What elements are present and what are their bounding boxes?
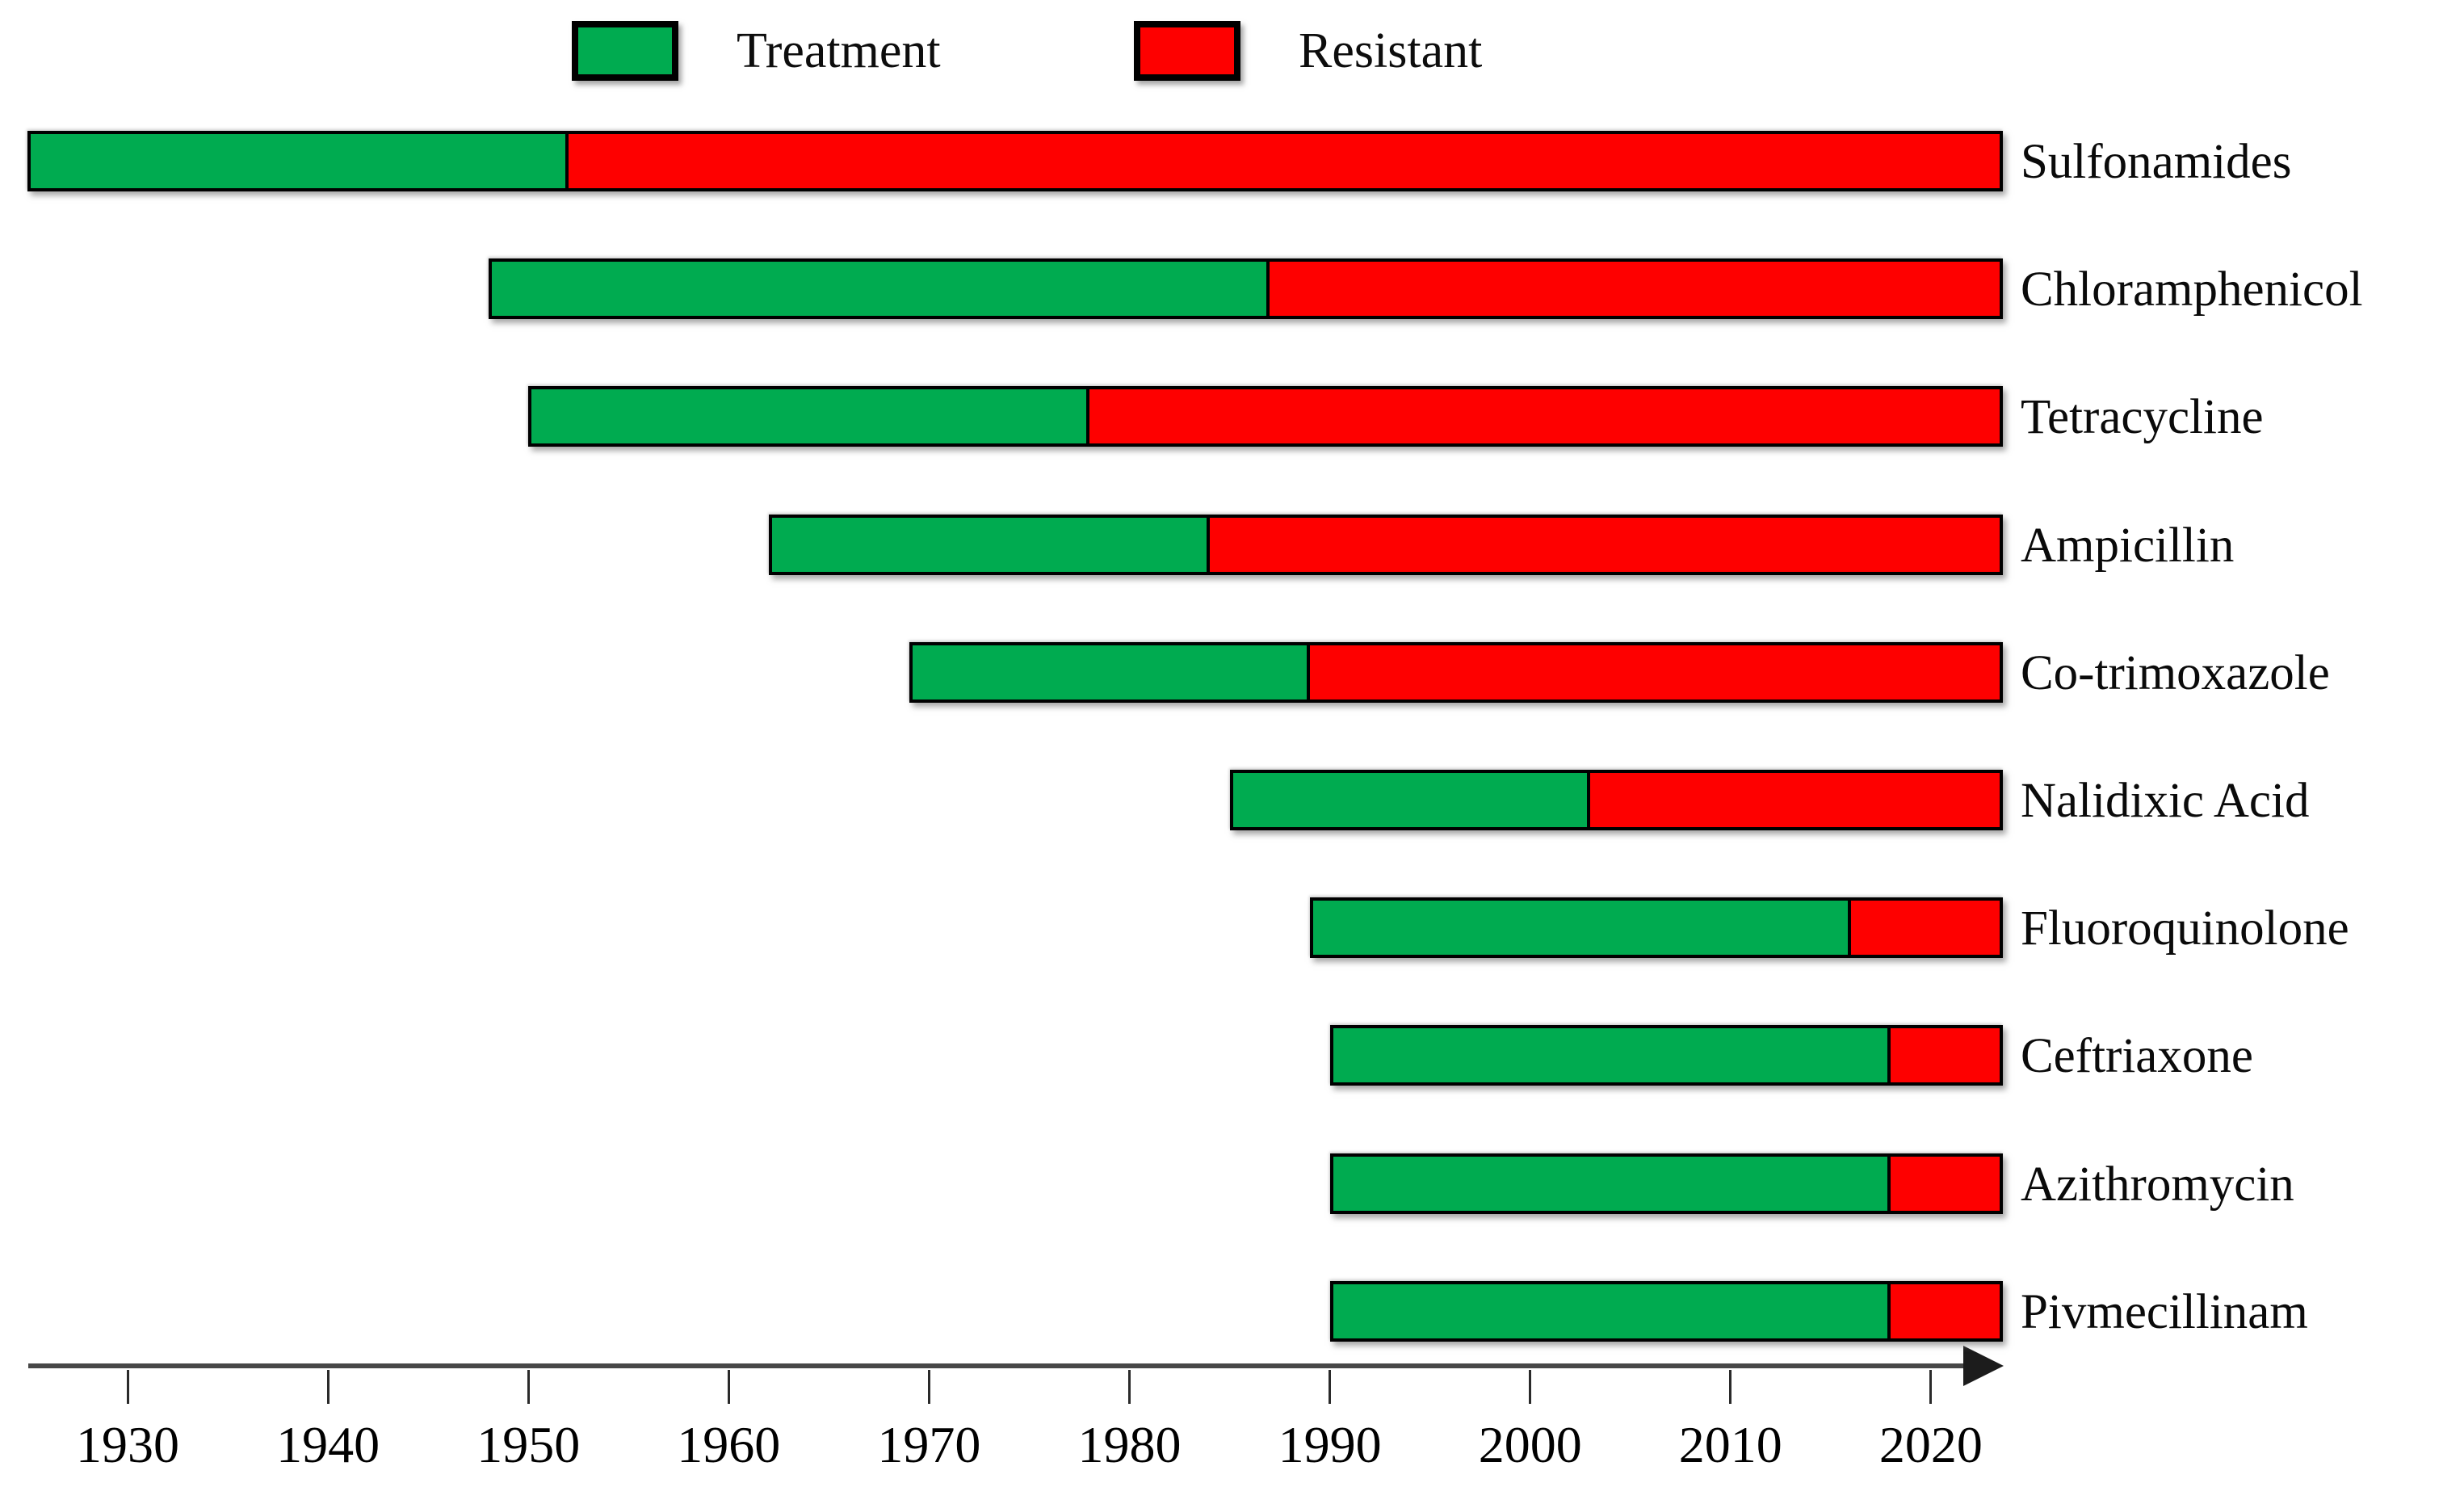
- timeline-bar: [27, 131, 2003, 191]
- drug-label: Azithromycin: [2021, 1157, 2294, 1212]
- axis-tick: [927, 1370, 930, 1404]
- timeline-bar: [909, 641, 2003, 703]
- axis-tick-label: 1950: [476, 1416, 581, 1473]
- timeline-bar: [1309, 897, 2003, 959]
- drug-label: Fluoroquinolone: [2021, 901, 2349, 956]
- axis-tick-label: 1960: [677, 1416, 781, 1473]
- treatment-segment: [1333, 1283, 1891, 1338]
- axis-tick: [1529, 1370, 1532, 1404]
- drug-label: Pivmecillinam: [2021, 1284, 2308, 1339]
- axis-tick-label: 2020: [1878, 1416, 1983, 1473]
- legend-item-treatment: Treatment: [572, 21, 941, 81]
- axis-tick: [1929, 1370, 1933, 1404]
- legend-label-resistant: Resistant: [1299, 23, 1483, 78]
- treatment-segment: [1232, 773, 1591, 827]
- timeline-bar: [488, 258, 2003, 320]
- timeline-bar: [1329, 1153, 2003, 1214]
- treatment-color-swatch: [572, 21, 678, 81]
- drug-label: Co-trimoxazole: [2021, 645, 2330, 700]
- timeline-bar: [1229, 770, 2003, 830]
- x-axis-arrowhead-icon: [1963, 1346, 2004, 1386]
- treatment-segment: [1333, 1156, 1891, 1211]
- treatment-segment: [491, 262, 1270, 317]
- resistant-segment: [1590, 773, 2000, 827]
- drug-label: Ampicillin: [2021, 518, 2235, 573]
- axis-tick: [727, 1370, 730, 1404]
- treatment-segment: [1312, 901, 1851, 956]
- resistant-segment: [1891, 1156, 2000, 1211]
- resistant-segment: [1209, 517, 2000, 572]
- timeline-bar: [1329, 1025, 2003, 1086]
- treatment-segment: [912, 645, 1310, 699]
- axis-tick-label: 1980: [1077, 1416, 1182, 1473]
- resistant-color-swatch: [1134, 21, 1240, 81]
- legend-item-resistant: Resistant: [1134, 21, 1482, 81]
- axis-tick: [1128, 1370, 1131, 1404]
- resistant-segment: [1309, 645, 2000, 699]
- axis-tick-label: 1970: [877, 1416, 981, 1473]
- drug-label: Ceftriaxone: [2021, 1029, 2253, 1084]
- drug-label: Nalidixic Acid: [2021, 774, 2310, 828]
- resistant-segment: [1891, 1028, 2000, 1083]
- timeline-bar: [1329, 1280, 2003, 1342]
- axis-tick-label: 2000: [1478, 1416, 1582, 1473]
- resistant-segment: [1891, 1283, 2000, 1338]
- axis-tick-label: 1930: [76, 1416, 179, 1473]
- legend-label-treatment: Treatment: [737, 23, 941, 78]
- axis-tick: [1729, 1370, 1732, 1404]
- axis-tick: [527, 1370, 530, 1404]
- resistant-segment: [568, 134, 2000, 188]
- treatment-segment: [1333, 1028, 1891, 1083]
- treatment-segment: [30, 134, 569, 188]
- drug-label: Tetracycline: [2021, 390, 2264, 445]
- resistant-segment: [1270, 262, 2000, 317]
- axis-tick: [126, 1370, 129, 1404]
- resistant-segment: [1089, 389, 2000, 444]
- axis-tick: [1329, 1370, 1332, 1404]
- timeline-bar: [528, 386, 2003, 447]
- axis-tick: [326, 1370, 330, 1404]
- axis-tick-label: 1990: [1278, 1416, 1382, 1473]
- axis-tick-label: 2010: [1678, 1416, 1782, 1473]
- drug-label: Sulfonamides: [2021, 135, 2292, 189]
- treatment-segment: [531, 389, 1089, 444]
- x-axis-line: [28, 1363, 1967, 1368]
- treatment-segment: [771, 517, 1210, 572]
- resistant-segment: [1850, 901, 2000, 956]
- axis-tick-label: 1940: [276, 1416, 380, 1473]
- drug-label: Chloramphenicol: [2021, 263, 2363, 317]
- timeline-bar: [768, 514, 2003, 575]
